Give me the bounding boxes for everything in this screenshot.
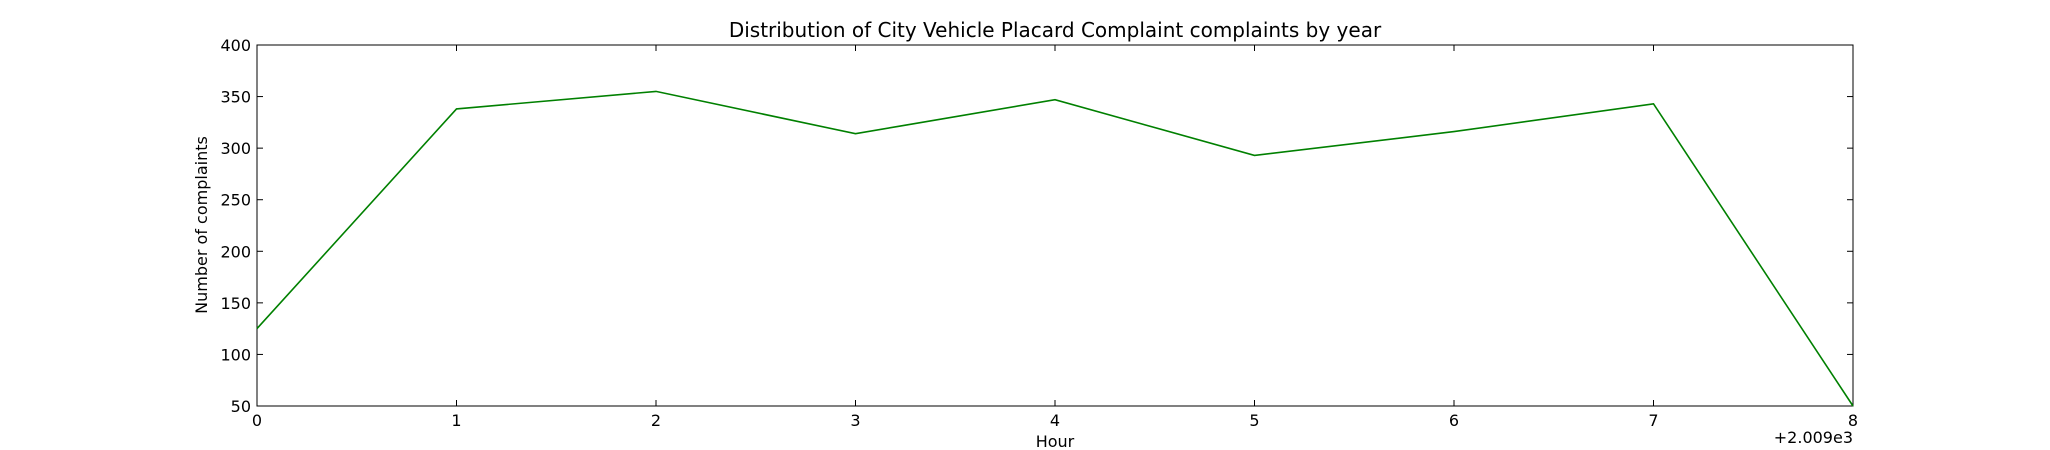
- x-axis-offset-label: +2.009e3: [1774, 428, 1853, 447]
- y-axis-label: Number of complaints: [192, 136, 211, 314]
- y-tick-label: 250: [220, 191, 251, 210]
- x-tick-label: 5: [1249, 411, 1259, 430]
- x-tick-label: 8: [1848, 411, 1858, 430]
- y-tick-label: 100: [220, 345, 251, 364]
- chart-title: Distribution of City Vehicle Placard Com…: [729, 18, 1382, 42]
- x-tick-label: 7: [1648, 411, 1658, 430]
- y-tick-label: 350: [220, 88, 251, 107]
- x-tick-label: 3: [850, 411, 860, 430]
- y-tick-label: 200: [220, 242, 251, 261]
- y-tick-label: 50: [231, 397, 251, 416]
- x-tick-label: 6: [1449, 411, 1459, 430]
- series-line: [256, 90, 1854, 407]
- x-tick-label: 1: [451, 411, 461, 430]
- x-tick-label: 0: [252, 411, 262, 430]
- x-axis-label: Hour: [1036, 432, 1075, 450]
- y-tick-label: 400: [220, 36, 251, 55]
- y-tick-label: 150: [220, 294, 251, 313]
- x-tick-label: 2: [651, 411, 661, 430]
- y-tick-label: 300: [220, 139, 251, 158]
- x-tick-label: 4: [1050, 411, 1060, 430]
